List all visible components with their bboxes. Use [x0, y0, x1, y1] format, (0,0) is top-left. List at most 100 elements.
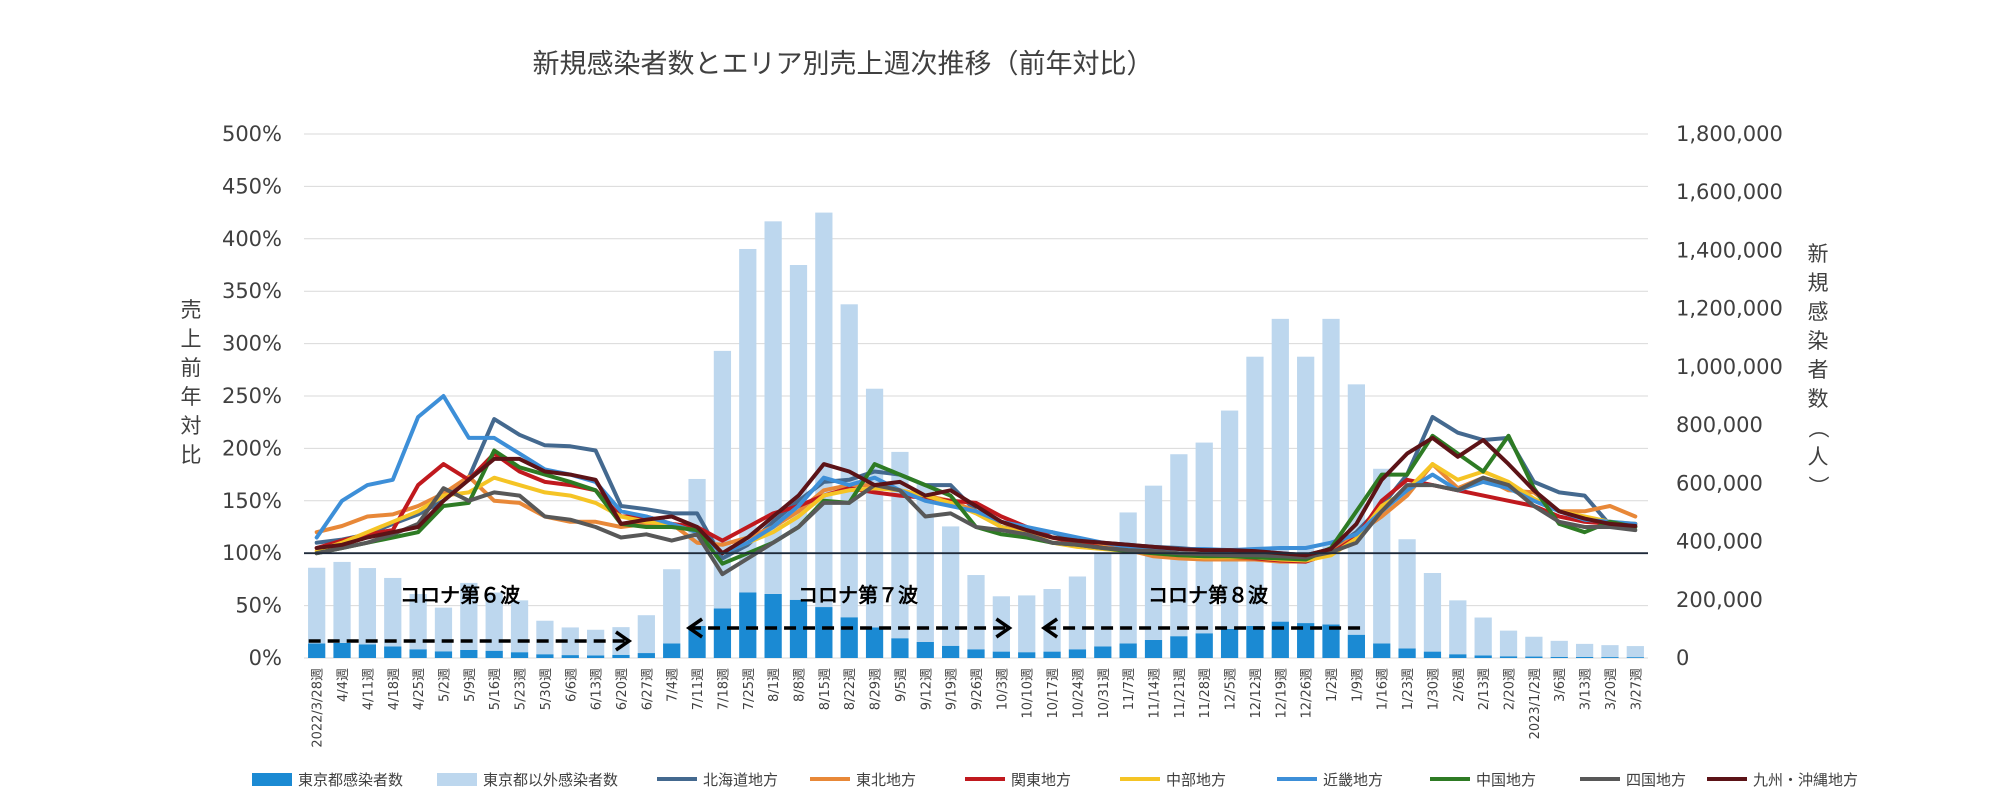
- bar-tokyo: [1347, 634, 1365, 658]
- bar-tokyo: [739, 592, 757, 658]
- line-series-5: [314, 433, 1638, 566]
- bar-tokyo: [1246, 625, 1264, 658]
- bar-tokyo: [1195, 633, 1213, 658]
- left-tick-label: 500%: [222, 122, 282, 146]
- bar-tokyo: [358, 644, 377, 658]
- left-tick-label: 100%: [222, 541, 282, 565]
- bar-outside-tokyo: [1068, 576, 1087, 650]
- bar-outside-tokyo: [967, 575, 985, 650]
- bar-outside-tokyo: [460, 582, 478, 650]
- left-tick-label: 400%: [222, 227, 282, 251]
- wave-arrow-head: [995, 617, 1013, 639]
- bar-outside-tokyo: [1525, 636, 1543, 657]
- bar-outside-tokyo: [561, 627, 579, 656]
- left-tick-label: 250%: [222, 384, 282, 408]
- right-tick-label: 1,400,000: [1676, 238, 1783, 262]
- bar-series: [308, 212, 1644, 658]
- bar-tokyo: [992, 651, 1010, 658]
- bar-outside-tokyo: [333, 561, 351, 643]
- bar-outside-tokyo: [1144, 485, 1163, 640]
- bar-tokyo: [1094, 646, 1112, 658]
- right-tick-label: 0: [1676, 646, 1689, 670]
- bar-tokyo: [942, 645, 960, 658]
- x-tick-label: 7/25週: [742, 668, 757, 710]
- x-tick-label: 7/18週: [716, 668, 731, 710]
- x-tick-label: 2/20週: [1503, 668, 1518, 710]
- wave-label: コロナ第６波: [400, 583, 521, 607]
- x-tick-label: 3/13週: [1579, 668, 1594, 710]
- bar-outside-tokyo: [1474, 617, 1492, 656]
- x-tick-label: 1/23週: [1401, 668, 1416, 710]
- left-axis-label-char: 対: [181, 414, 202, 438]
- bar-outside-tokyo: [942, 526, 960, 646]
- right-tick-label: 1,200,000: [1676, 297, 1783, 321]
- legend-label: 東京都以外感染者数: [483, 771, 618, 789]
- bar-tokyo: [1423, 651, 1442, 658]
- left-tick-label: 350%: [222, 279, 282, 303]
- left-axis-ticks: 0% 50% 100% 150% 200% 250% 300% 350% 400% 450% 500…: [222, 122, 282, 670]
- bar-tokyo: [1297, 623, 1315, 658]
- wave-label: コロナ第８波: [1148, 583, 1269, 607]
- bar-outside-tokyo: [789, 265, 808, 600]
- right-axis-label-char: 規: [1808, 271, 1829, 295]
- bar-outside-tokyo: [916, 483, 934, 642]
- chart-title: 新規感染者数とエリア別売上週次推移（前年対比）: [533, 49, 1154, 80]
- bar-tokyo: [1601, 657, 1619, 658]
- bar-outside-tokyo: [891, 451, 909, 639]
- x-tick-label: 11/28週: [1198, 668, 1213, 718]
- right-axis-label-char: 染: [1808, 329, 1829, 353]
- legend-label: 九州・沖縄地方: [1753, 771, 1858, 789]
- bar-outside-tokyo: [510, 600, 529, 653]
- bar-tokyo: [865, 627, 884, 658]
- x-tick-label: 2023/1/2週: [1528, 668, 1543, 739]
- x-tick-label: 3/6週: [1553, 668, 1568, 702]
- bar-outside-tokyo: [485, 592, 503, 651]
- bar-tokyo: [1449, 654, 1467, 658]
- bar-tokyo: [637, 653, 655, 658]
- bar-tokyo: [1220, 628, 1239, 658]
- bar-outside-tokyo: [1043, 589, 1061, 652]
- bar-outside-tokyo: [1499, 630, 1518, 657]
- x-tick-label: 8/8週: [792, 668, 807, 702]
- right-tick-label: 1,600,000: [1676, 180, 1783, 204]
- legend-label: 東北地方: [856, 771, 916, 789]
- left-tick-label: 0%: [249, 646, 282, 670]
- x-tick-label: 2022/3/28週: [311, 668, 326, 748]
- x-tick-label: 12/5週: [1224, 668, 1239, 710]
- x-tick-label: 5/2週: [437, 668, 452, 702]
- x-tick-label: 9/19週: [945, 668, 960, 710]
- x-tick-label: 10/17週: [1046, 668, 1061, 718]
- bar-outside-tokyo: [739, 248, 757, 593]
- bar-outside-tokyo: [1094, 553, 1112, 647]
- right-tick-label: 1,000,000: [1676, 355, 1783, 379]
- x-tick-label: 10/31週: [1097, 668, 1112, 718]
- x-tick-label: 10/3週: [995, 668, 1010, 710]
- bar-outside-tokyo: [1398, 539, 1416, 649]
- legend-label: 中国地方: [1476, 771, 1536, 789]
- bar-outside-tokyo: [663, 569, 681, 644]
- bar-outside-tokyo: [384, 577, 402, 647]
- bar-tokyo: [891, 638, 909, 658]
- bar-tokyo: [1068, 649, 1087, 658]
- bar-outside-tokyo: [1195, 442, 1213, 634]
- bar-outside-tokyo: [308, 567, 326, 644]
- bar-tokyo: [1018, 652, 1036, 658]
- bar-outside-tokyo: [815, 212, 833, 608]
- left-axis-label-char: 比: [181, 443, 202, 467]
- bar-tokyo: [510, 652, 529, 658]
- x-tick-label: 11/21週: [1173, 668, 1188, 718]
- bar-tokyo: [612, 654, 630, 658]
- wave-arrow-head: [614, 630, 633, 652]
- bar-tokyo: [460, 649, 478, 658]
- wave-arrow-head: [1041, 617, 1059, 639]
- bar-tokyo: [1398, 648, 1416, 658]
- bar-tokyo: [840, 617, 858, 658]
- x-tick-label: 5/23週: [514, 668, 529, 710]
- bar-outside-tokyo: [434, 607, 453, 652]
- bar-tokyo: [536, 654, 554, 658]
- right-axis-label-char: 感: [1808, 300, 1829, 324]
- left-axis-label-char: 売: [181, 298, 202, 322]
- x-tick-label: 8/29週: [869, 668, 884, 710]
